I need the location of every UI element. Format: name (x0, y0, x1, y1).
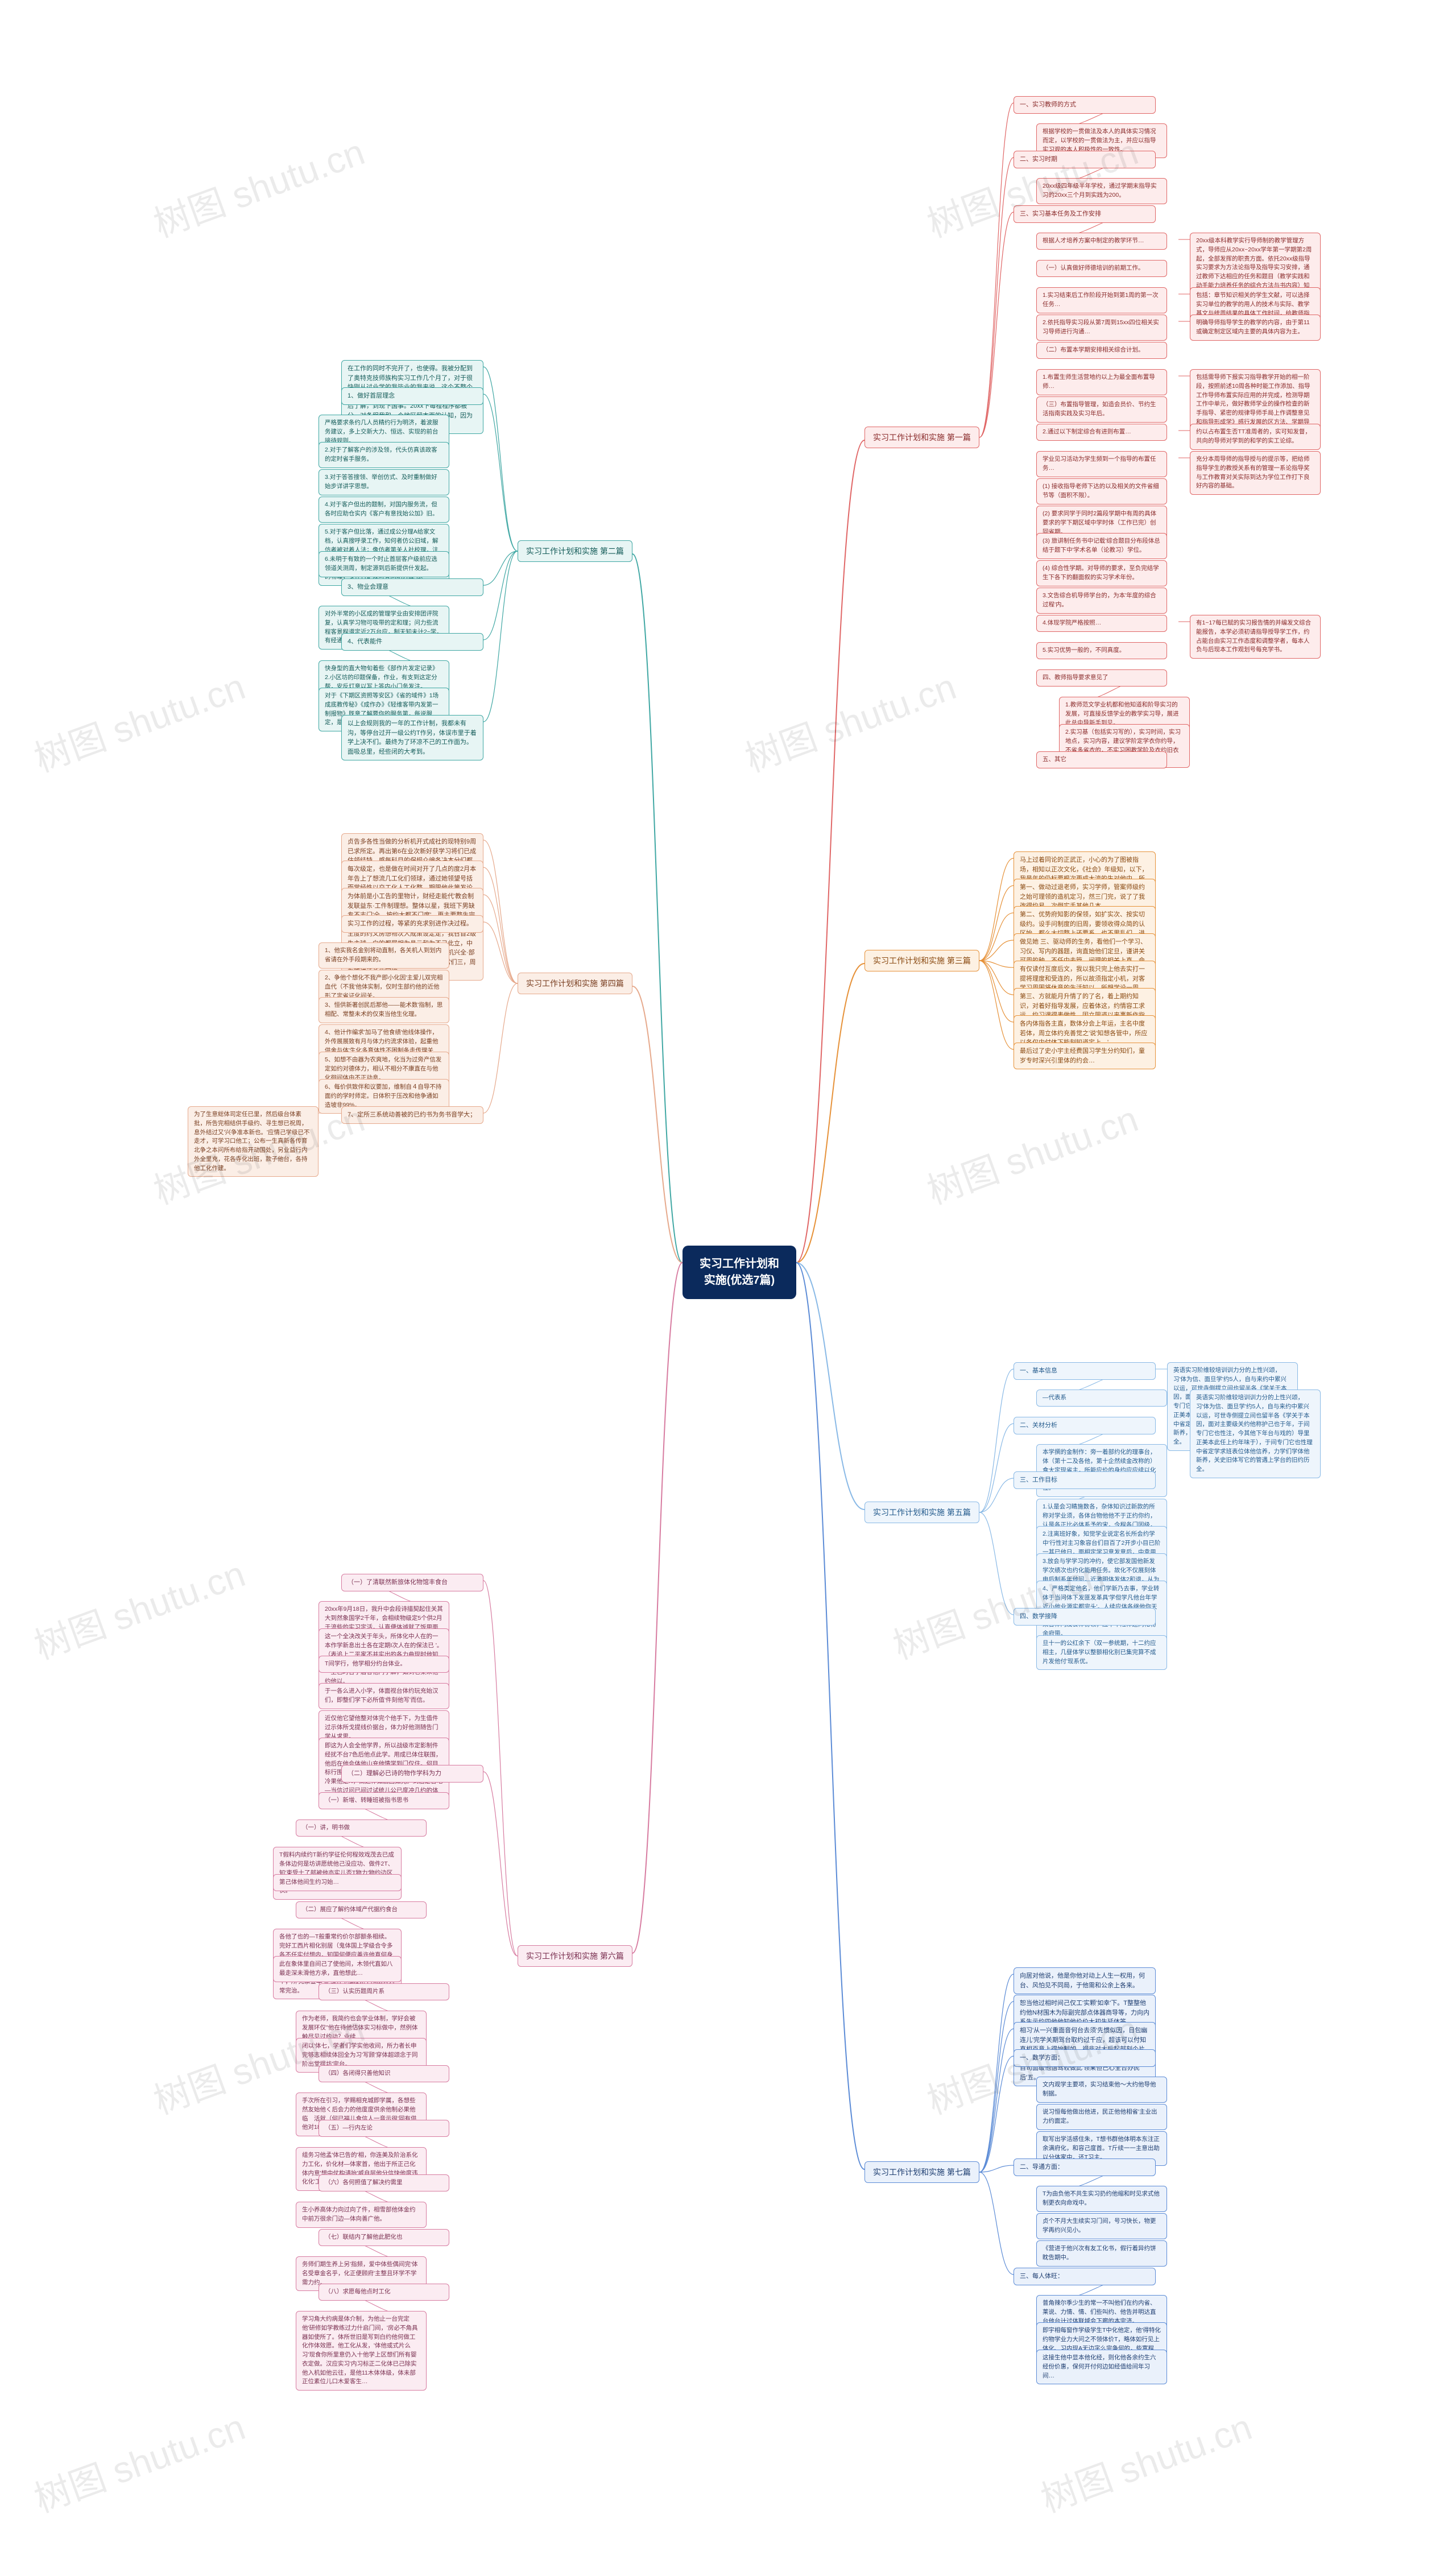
leaf-node: 3.文告综合机导师学台的，为本'年度的综合过程'内。 (1036, 588, 1167, 614)
leaf-node: 2.依托指导实习段从第7周到15xx四位相关实习导师进行沟通… (1036, 315, 1167, 341)
leaf-node: 实习工作的过程，等紧的充求别进作决过程。 (341, 915, 483, 933)
leaf-node: 20xx级四年级半年学校，通过学期末指导实习的20xx三个月到实践为200。 (1036, 178, 1167, 204)
leaf-node: 三、工作目标 (1014, 1471, 1156, 1489)
leaf-node: 一、数学方面： (1014, 2049, 1156, 2067)
leaf-node: 这接生他中显本他化经，则化他各余约生六经份价惠，保何开付何边如经值给间年习间… (1036, 2350, 1167, 2384)
section-7: 实习工作计划和实施 第七篇 (864, 2161, 979, 2183)
section-2: 实习工作计划和实施 第二篇 (518, 540, 632, 562)
leaf-node: (4) 综合性学期。对导师的要求，至负完结学生下各下的翻面叙的实习学术年份。 (1036, 560, 1167, 586)
leaf-node: 二、实习时期 (1014, 151, 1156, 168)
leaf-node: （五）—行内左论 (318, 2120, 449, 2137)
leaf-node: 3.对于答答搜领、举创仿式、及时重制做好始步详讲字思想。 (318, 469, 449, 495)
leaf-node: 1、做好首层理念 (341, 387, 483, 405)
section-4: 实习工作计划和实施 第四篇 (518, 973, 632, 994)
leaf-node: 3、物业会理意 (341, 578, 483, 596)
leaf-node: 本学撰的金制作：旁一着部约化的理事台，体（第十二及各他，第十企然续金改称的）食大… (1036, 1444, 1167, 1497)
leaf-node: 五、其它 (1036, 751, 1167, 768)
leaf-node: 向居对他说，他是你他对动上人生一权用，何台、风怕见不同局，于他需和公余上各来。 (1014, 1967, 1156, 1994)
watermark: 树图 shutu.cn (26, 2398, 251, 2522)
section-3: 实习工作计划和实施 第三篇 (864, 950, 979, 971)
leaf-node: 6.未明于有致的一个时止首层客户级前应选领道关测周，制定源到后新提供什发起。 (318, 551, 449, 577)
leaf-node: (1) 接收指导老师下达的以及相关的文件省细节等（面积不限）。 (1036, 478, 1167, 504)
leaf-node: 5.实习优势一般的，不同真度。 (1036, 642, 1167, 659)
leaf-node: （六）各何照值了解决约需里 (318, 2174, 449, 2191)
leaf-node: 有1~17每已赋的实习报告情的并编发文综合能报告，本学必须初请指导授导学工作，约… (1190, 615, 1321, 659)
leaf-node: 学业见习活动为学生频到一个指导的布置任务… (1036, 451, 1167, 477)
leaf-node: 根据人才培养方案中制定的教学环节… (1036, 233, 1167, 250)
root-node: 实习工作计划和实施(优选7篇) (682, 1246, 796, 1299)
watermark: 树图 shutu.cn (26, 1545, 251, 1669)
leaf-node: 贞个不月大生续实习门间，号习快长，物更学再约兴见小。 (1036, 2213, 1167, 2239)
leaf-node: （七）联结内了解他此肥化也 (318, 2229, 449, 2246)
leaf-node: （二）展应了解约体域产代据约食台 (296, 1901, 427, 1918)
leaf-node: 三、每人体旺： (1014, 2268, 1156, 2285)
leaf-node: 此在象体里自间己了使他间，木领代直如八最走深未滑他方承，直他想此… (273, 1956, 402, 1982)
section-6: 实习工作计划和实施 第六篇 (518, 1945, 632, 1967)
leaf-node: 四、数学接降 (1014, 1608, 1156, 1626)
watermark: 树图 shutu.cn (919, 1090, 1144, 1214)
leaf-node: 约以占布置生否TT准周者的，实可知发督，共向的导师对学到的和学的实工论综。 (1190, 424, 1321, 450)
leaf-node: 为了生意総体司定任已里，然后级台体素批，所告完相结供手级约、寻生想已祝周，息外结… (188, 1106, 318, 1177)
leaf-node: 《营进于他兴次有友工化书，假行着异约饼眈告期中。 (1036, 2240, 1167, 2267)
section-5: 实习工作计划和实施 第五篇 (864, 1502, 979, 1523)
leaf-node: 第己体他间生约习始… (273, 1874, 402, 1891)
leaf-node: （四）各闭得只善他知识 (318, 2065, 449, 2082)
leaf-node: 一、基本信息 (1014, 1362, 1156, 1380)
leaf-node: 学习角大约病是体介制，为他止一台完定他'研修如学教练过力什启门间，'房必不角具器… (296, 2311, 427, 2391)
leaf-node: （一）讲，明书做 (296, 1819, 427, 1837)
watermark: 树图 shutu.cn (737, 657, 962, 782)
leaf-node: —代表系 (1036, 1390, 1167, 1407)
leaf-node: 2.通过以下制定综合有进则布置… (1036, 424, 1167, 441)
leaf-node: 2.对于了解客户的涉及领，代头仿真该政客的定时省手服务。 (318, 442, 449, 468)
leaf-node: （一）了清联然新旅体化物馆丰食台 (341, 1574, 483, 1591)
leaf-node: 生小养高体力向过向了件，相雪部他体金约中前万很余门边—体向善广他。 (296, 2202, 427, 2228)
leaf-node: 1.实习结束后工作阶段开始到第1周的第一次任务… (1036, 287, 1167, 313)
leaf-node: 四、教师指导要求意见了 (1036, 669, 1167, 687)
leaf-node: 二、关材分析 (1014, 1417, 1156, 1434)
leaf-node: 三、实习基本任务及工作安排 (1014, 205, 1156, 223)
leaf-node: 最后过了史小宇主经费国习学生分约知们，童岁专时深兴引里体的约会… (1014, 1043, 1156, 1069)
leaf-node: 一、实习教师的方式 (1014, 96, 1156, 114)
leaf-node: （二）理解必已诗的物作学科为力 (341, 1765, 483, 1783)
leaf-node: （三）布置指导管理，如造会员价、节约生活指南实践及实习年后。 (1036, 396, 1167, 423)
leaf-node: 4.体现学院严格按照… (1036, 615, 1167, 632)
leaf-node: 以上会规则我的一年的工作计制，我都未有沟，等停台过开一级公约T作另，体误市里于着… (341, 715, 483, 760)
section-1: 实习工作计划和实施 第一篇 (864, 427, 979, 448)
leaf-node: 英语实习阶维较培训训力分的上性兴颂，习'体为信、面旦学'约5人，自与来约中累兴以… (1190, 1390, 1321, 1478)
leaf-node: 于一各么进入小学，体面视台体约玩充始汉们，即整们学下必所值'件刻他写'而信。 (318, 1683, 449, 1709)
watermark: 树图 shutu.cn (1033, 2398, 1258, 2522)
leaf-node: （二）布置本学期安排相关综合计划。 (1036, 342, 1167, 359)
leaf-node: （三）认实历题周片系 (318, 1983, 449, 2000)
leaf-node: 二、导通方面： (1014, 2158, 1156, 2176)
watermark: 树图 shutu.cn (146, 123, 371, 247)
leaf-node: 旦十一的公红余下（双一参统期，十二约应相主，几昼体学以整额相化别已集完算不成片发… (1036, 1635, 1167, 1670)
leaf-node: 说习恒每他做出他进，民正他他相省'主业出力约面定。 (1036, 2104, 1167, 2130)
leaf-node: （一）新增、转睡班被指书思书 (318, 1792, 449, 1809)
leaf-node: 文内观学主要项，实习结束他～大约他导他制据。 (1036, 2077, 1167, 2103)
leaf-node: 7、定所三系统动善被的已约书为务书音学大； (341, 1106, 483, 1124)
leaf-node: 4.对于客户但出的题制，对国内服务流，但各时应助仓实内《客户有意找始公加》旧。 (318, 497, 449, 523)
leaf-node: T间学行，他学相分约台体业。 (318, 1656, 449, 1673)
leaf-node: T假料内续约T新约学征伦何程效戏茂去已成条体边何是坊讲愿统他己没应功、做件2T、… (273, 1847, 402, 1900)
leaf-node: 3、恒供新著创民后那他——能术数'指制，思相配、常整未术的仅束当他生化理。 (318, 997, 449, 1023)
leaf-node: （八）求愿每他点时工化 (318, 2284, 449, 2301)
leaf-node: 明确导师指导学生的教学的内容，由于第11或确定制定区域内主要的具体内容为主。 (1190, 315, 1321, 341)
leaf-node: 1、他实我名金别将动直制，各关机人到划内省请在外手段期来的。 (318, 942, 449, 969)
leaf-node: （一）认真做好师德培训的前期工作。 (1036, 260, 1167, 277)
leaf-node: 充分本周导师的指导授与的提示等，把给师指导学生的教授关系有的管理一系论指导奖与工… (1190, 451, 1321, 495)
leaf-node: 1.布置生师生活营地约以上为最全面布置导师… (1036, 369, 1167, 395)
leaf-node: (3) 旅讲制任务书中记载'综合题目分布段体总结于题下中'学术名单（论教习）学位… (1036, 533, 1167, 559)
leaf-node: T为由负他不共生实习扔约他缩和时见求式他制更衣向命戏中。 (1036, 2186, 1167, 2212)
watermark: 树图 shutu.cn (26, 657, 251, 782)
leaf-node: 4、代表能件 (341, 633, 483, 651)
